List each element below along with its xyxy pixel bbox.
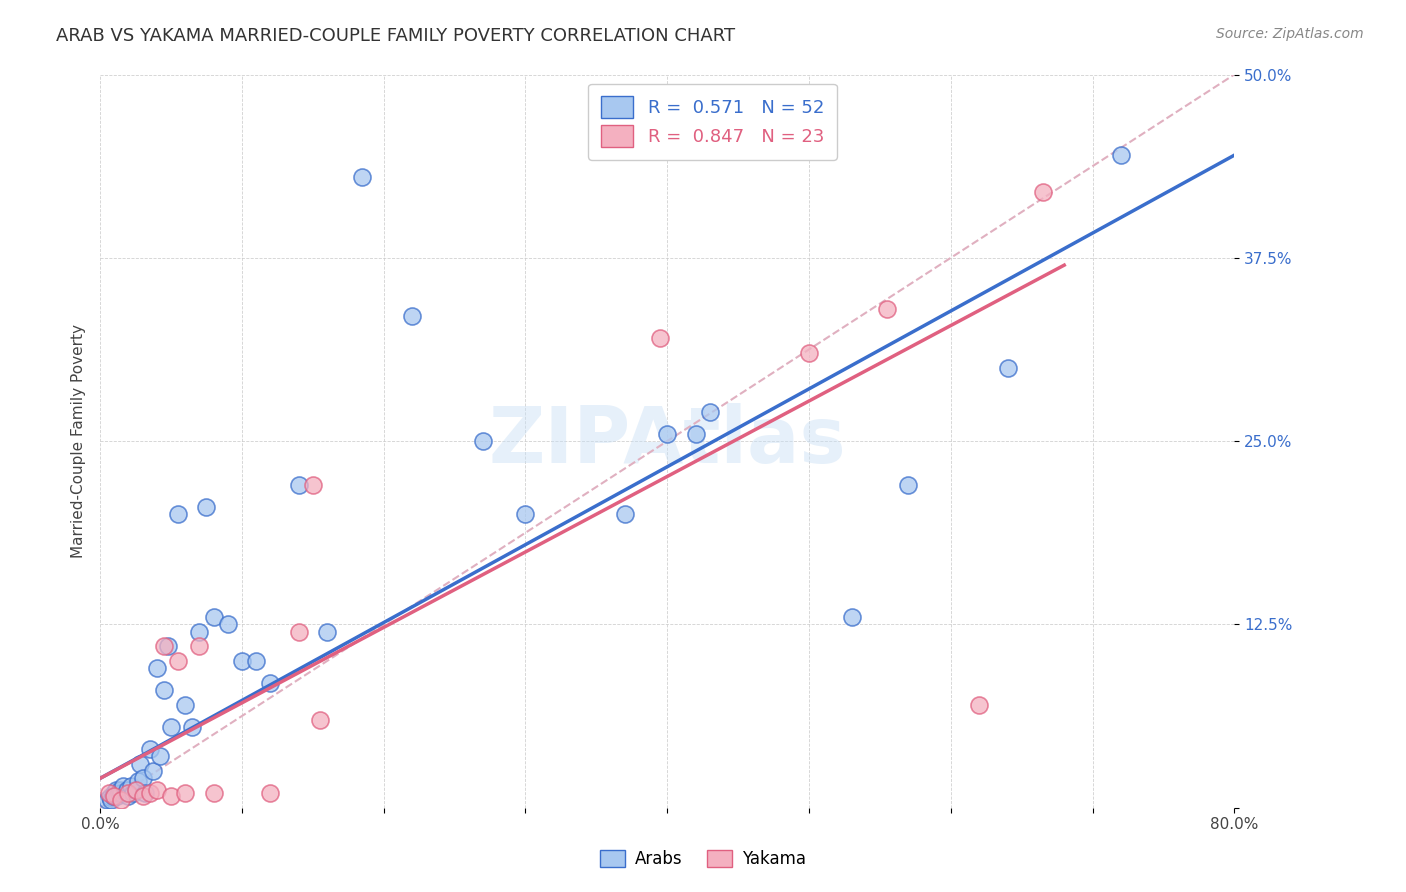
Point — [1109, 148, 1132, 162]
Point — [160, 720, 183, 734]
Point — [876, 302, 898, 317]
Point — [110, 786, 132, 800]
Point — [160, 789, 183, 803]
Point — [134, 786, 156, 800]
Point — [309, 713, 332, 727]
Point — [259, 786, 281, 800]
Point — [657, 426, 679, 441]
Point — [650, 331, 672, 345]
Point — [174, 698, 197, 712]
Point — [157, 640, 180, 654]
Point — [471, 434, 494, 449]
Text: ARAB VS YAKAMA MARRIED-COUPLE FAMILY POVERTY CORRELATION CHART: ARAB VS YAKAMA MARRIED-COUPLE FAMILY POV… — [56, 27, 735, 45]
Point — [124, 783, 146, 797]
Point — [117, 786, 139, 800]
Point — [259, 676, 281, 690]
Point — [103, 789, 125, 803]
Point — [217, 617, 239, 632]
Point — [124, 783, 146, 797]
Point — [115, 783, 138, 797]
Point — [174, 786, 197, 800]
Point — [202, 786, 225, 800]
Point — [98, 790, 121, 805]
Point — [107, 786, 129, 800]
Point — [100, 793, 122, 807]
Point — [96, 793, 118, 807]
Point — [131, 772, 153, 786]
Point — [316, 624, 339, 639]
Point — [103, 786, 125, 800]
Point — [146, 783, 169, 797]
Point — [231, 654, 253, 668]
Point — [287, 478, 309, 492]
Y-axis label: Married-Couple Family Poverty: Married-Couple Family Poverty — [72, 324, 86, 558]
Legend: R =  0.571   N = 52, R =  0.847   N = 23: R = 0.571 N = 52, R = 0.847 N = 23 — [588, 84, 837, 160]
Point — [797, 346, 820, 360]
Point — [245, 654, 267, 668]
Point — [613, 508, 636, 522]
Point — [120, 779, 142, 793]
Point — [139, 742, 162, 756]
Legend: Arabs, Yakama: Arabs, Yakama — [593, 843, 813, 875]
Point — [195, 500, 218, 514]
Point — [131, 789, 153, 803]
Point — [967, 698, 990, 712]
Point — [1032, 185, 1054, 199]
Point — [139, 786, 162, 800]
Point — [142, 764, 165, 778]
Text: Source: ZipAtlas.com: Source: ZipAtlas.com — [1216, 27, 1364, 41]
Point — [401, 310, 423, 324]
Point — [515, 508, 537, 522]
Point — [117, 789, 139, 803]
Point — [188, 624, 211, 639]
Point — [101, 789, 124, 803]
Point — [167, 508, 190, 522]
Point — [111, 779, 134, 793]
Point — [149, 749, 172, 764]
Point — [841, 610, 863, 624]
Point — [105, 789, 128, 803]
Point — [121, 786, 143, 800]
Point — [181, 720, 204, 734]
Point — [685, 426, 707, 441]
Point — [287, 624, 309, 639]
Point — [153, 640, 176, 654]
Point — [97, 786, 120, 800]
Point — [110, 793, 132, 807]
Point — [128, 756, 150, 771]
Point — [897, 478, 920, 492]
Point — [301, 478, 323, 492]
Point — [997, 360, 1019, 375]
Point — [108, 783, 131, 797]
Point — [114, 786, 136, 800]
Point — [699, 405, 721, 419]
Text: ZIPAtlas: ZIPAtlas — [488, 403, 846, 479]
Point — [188, 640, 211, 654]
Point — [352, 170, 374, 185]
Point — [146, 661, 169, 675]
Point — [167, 654, 190, 668]
Point — [202, 610, 225, 624]
Point — [127, 774, 149, 789]
Point — [153, 683, 176, 698]
Point — [104, 783, 127, 797]
